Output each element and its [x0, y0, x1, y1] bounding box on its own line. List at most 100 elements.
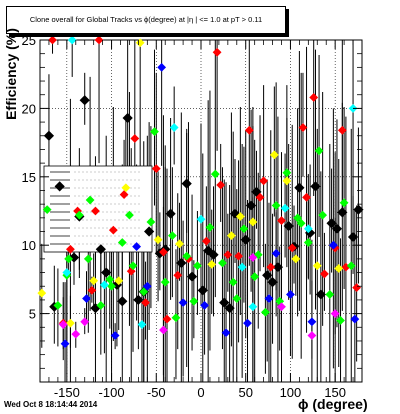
data-point: [66, 318, 75, 328]
data-point: [80, 317, 90, 327]
data-point: [264, 294, 274, 303]
y-tick-label: 20: [22, 101, 36, 116]
data-point: [328, 240, 338, 250]
legend-box: [43, 165, 153, 253]
data-point: [71, 329, 81, 339]
y-tick-label: 15: [22, 170, 36, 185]
data-point: [307, 331, 317, 340]
data-point: [160, 277, 170, 287]
data-point: [178, 298, 188, 308]
data-point: [232, 294, 242, 303]
y-tick-label: 5: [29, 307, 36, 322]
data-point: [303, 238, 313, 247]
data-point: [162, 314, 172, 324]
data-point: [60, 339, 70, 349]
timestamp: Wed Oct 8 18:14:44 2014: [4, 400, 98, 409]
data-point: [221, 328, 231, 338]
data-point: [144, 226, 155, 237]
data-point: [53, 300, 63, 310]
data-point: [314, 146, 324, 156]
data-point: [320, 269, 329, 279]
data-point: [212, 47, 222, 57]
data-point: [87, 285, 97, 295]
data-point: [277, 302, 286, 312]
data-point: [83, 254, 93, 264]
data-point: [283, 220, 294, 232]
data-point: [91, 206, 100, 216]
y-tick-label: 25: [22, 33, 36, 48]
data-point: [74, 210, 84, 220]
data-point: [200, 300, 209, 310]
data-point: [303, 224, 313, 234]
data-point: [201, 236, 211, 246]
data-point: [223, 250, 233, 260]
data-point: [287, 243, 297, 253]
data-point: [203, 245, 214, 256]
data-point: [326, 218, 337, 229]
data-point: [219, 297, 230, 308]
chart-title: Clone overall for Global Tracks vs ϕ(deg…: [6, 6, 286, 34]
data-point: [251, 186, 262, 197]
data-point: [228, 277, 238, 287]
data-point: [291, 254, 301, 264]
data-point: [277, 216, 286, 225]
data-point: [182, 251, 192, 261]
data-point: [293, 213, 302, 223]
data-point: [193, 261, 202, 271]
data-point: [82, 294, 91, 303]
data-point: [227, 231, 236, 241]
data-point: [312, 261, 322, 271]
data-point: [298, 123, 308, 132]
data-point: [54, 181, 65, 192]
data-point: [243, 318, 252, 328]
data-point: [250, 272, 260, 282]
data-point: [272, 261, 284, 273]
data-point: [181, 178, 192, 189]
data-point: [266, 262, 276, 272]
data-point: [153, 235, 163, 245]
x-tick-label: -50: [147, 385, 166, 400]
data-point: [122, 112, 133, 124]
data-point: [240, 234, 251, 245]
data-point: [302, 192, 311, 202]
data-point: [331, 223, 343, 234]
data-point: [337, 125, 347, 135]
data-point: [151, 164, 161, 173]
data-point: [244, 125, 254, 135]
x-axis-label: ϕ (degree): [298, 396, 368, 412]
data-point: [347, 231, 359, 243]
data-point: [315, 289, 326, 300]
data-point: [286, 290, 295, 299]
data-point: [159, 247, 168, 257]
data-point: [267, 277, 278, 288]
data-point: [141, 298, 150, 308]
data-point: [108, 225, 118, 235]
data-point: [346, 261, 356, 271]
data-point: [237, 262, 247, 272]
x-tick-label: 0: [197, 385, 204, 400]
data-point: [282, 168, 292, 178]
data-point: [64, 254, 74, 264]
data-point: [330, 309, 340, 318]
data-point: [197, 285, 208, 296]
x-tick-label: -100: [99, 385, 125, 400]
data-point: [239, 224, 249, 234]
data-point: [67, 35, 77, 45]
data-point: [85, 195, 95, 205]
data-point: [350, 314, 360, 324]
data-point: [269, 150, 279, 160]
y-axis-label: Efficiency (%): [3, 28, 19, 120]
data-point: [135, 38, 145, 48]
tick-layer: -150 -100 -50 0 50 100 150 5 10 15 20 25: [22, 33, 362, 400]
data-point: [157, 62, 167, 72]
data-point: [336, 316, 345, 325]
data-point: [339, 198, 349, 208]
data-point: [117, 238, 127, 247]
data-point: [66, 244, 75, 254]
data-point: [189, 296, 199, 306]
data-point: [94, 35, 104, 45]
data-point: [79, 95, 90, 106]
data-point: [37, 288, 47, 298]
